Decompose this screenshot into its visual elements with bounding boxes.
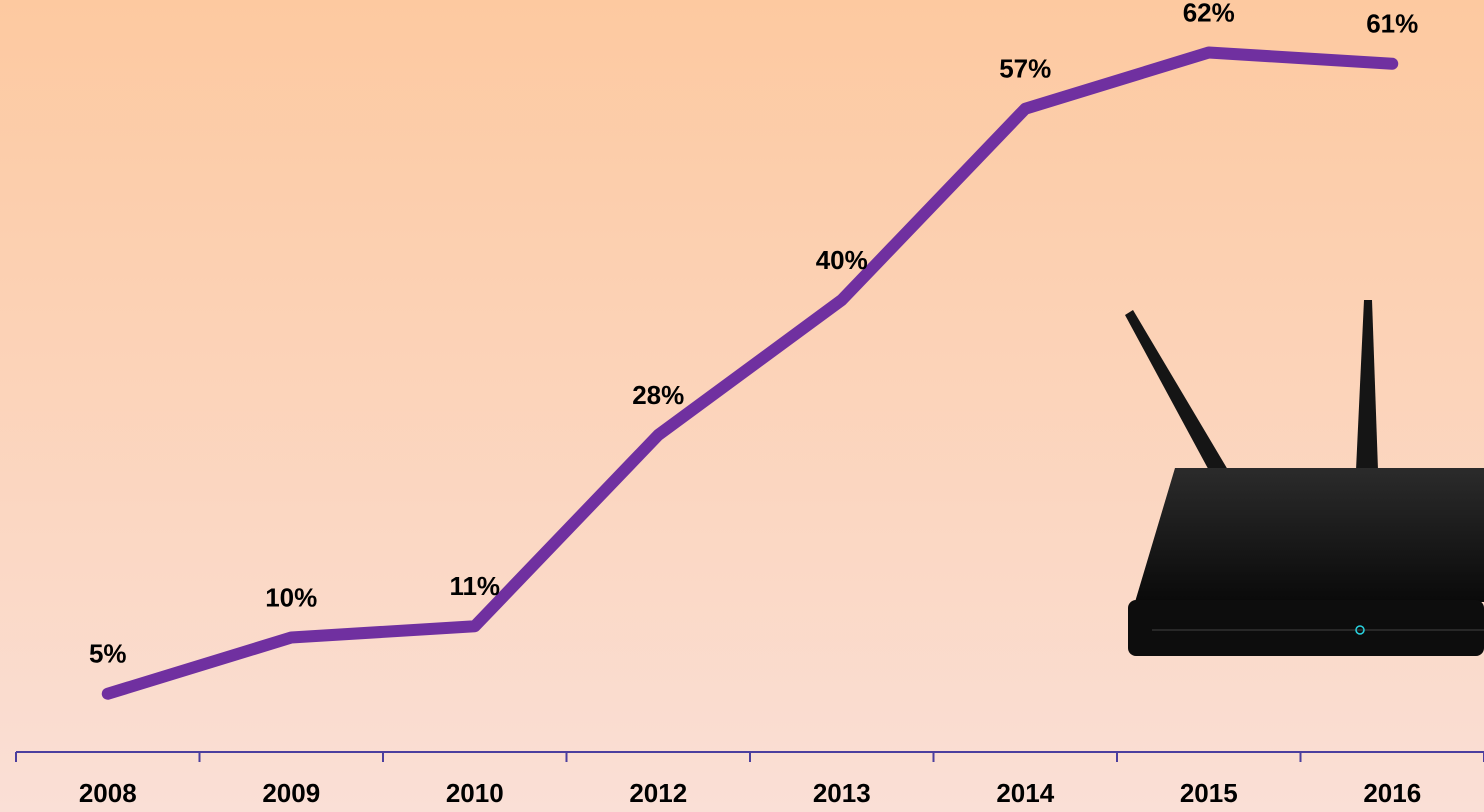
data-label: 11% [449,571,500,601]
x-tick-label: 2013 [813,778,871,808]
router-top [1135,468,1484,602]
x-tick-label: 2012 [629,778,687,808]
data-label: 61% [1366,9,1418,39]
x-tick-label: 2009 [262,778,320,808]
x-tick-label: 2016 [1363,778,1421,808]
data-label: 28% [632,380,684,410]
data-label: 62% [1183,0,1235,27]
data-label: 5% [89,639,127,669]
x-tick-label: 2010 [446,778,504,808]
data-label: 10% [265,582,317,612]
data-label: 40% [816,245,868,275]
chart: 2008 2009 2010 2012 2013 2014 2015 2016 5% 10% 11%… [0,0,1484,812]
background [0,0,1484,812]
x-tick-label: 2008 [79,778,137,808]
x-tick-label: 2014 [996,778,1054,808]
data-label: 57% [999,54,1051,84]
page: 2008 2009 2010 2012 2013 2014 2015 2016 5% 10% 11%… [0,0,1484,812]
x-tick-label: 2015 [1180,778,1238,808]
router-front [1128,600,1484,656]
